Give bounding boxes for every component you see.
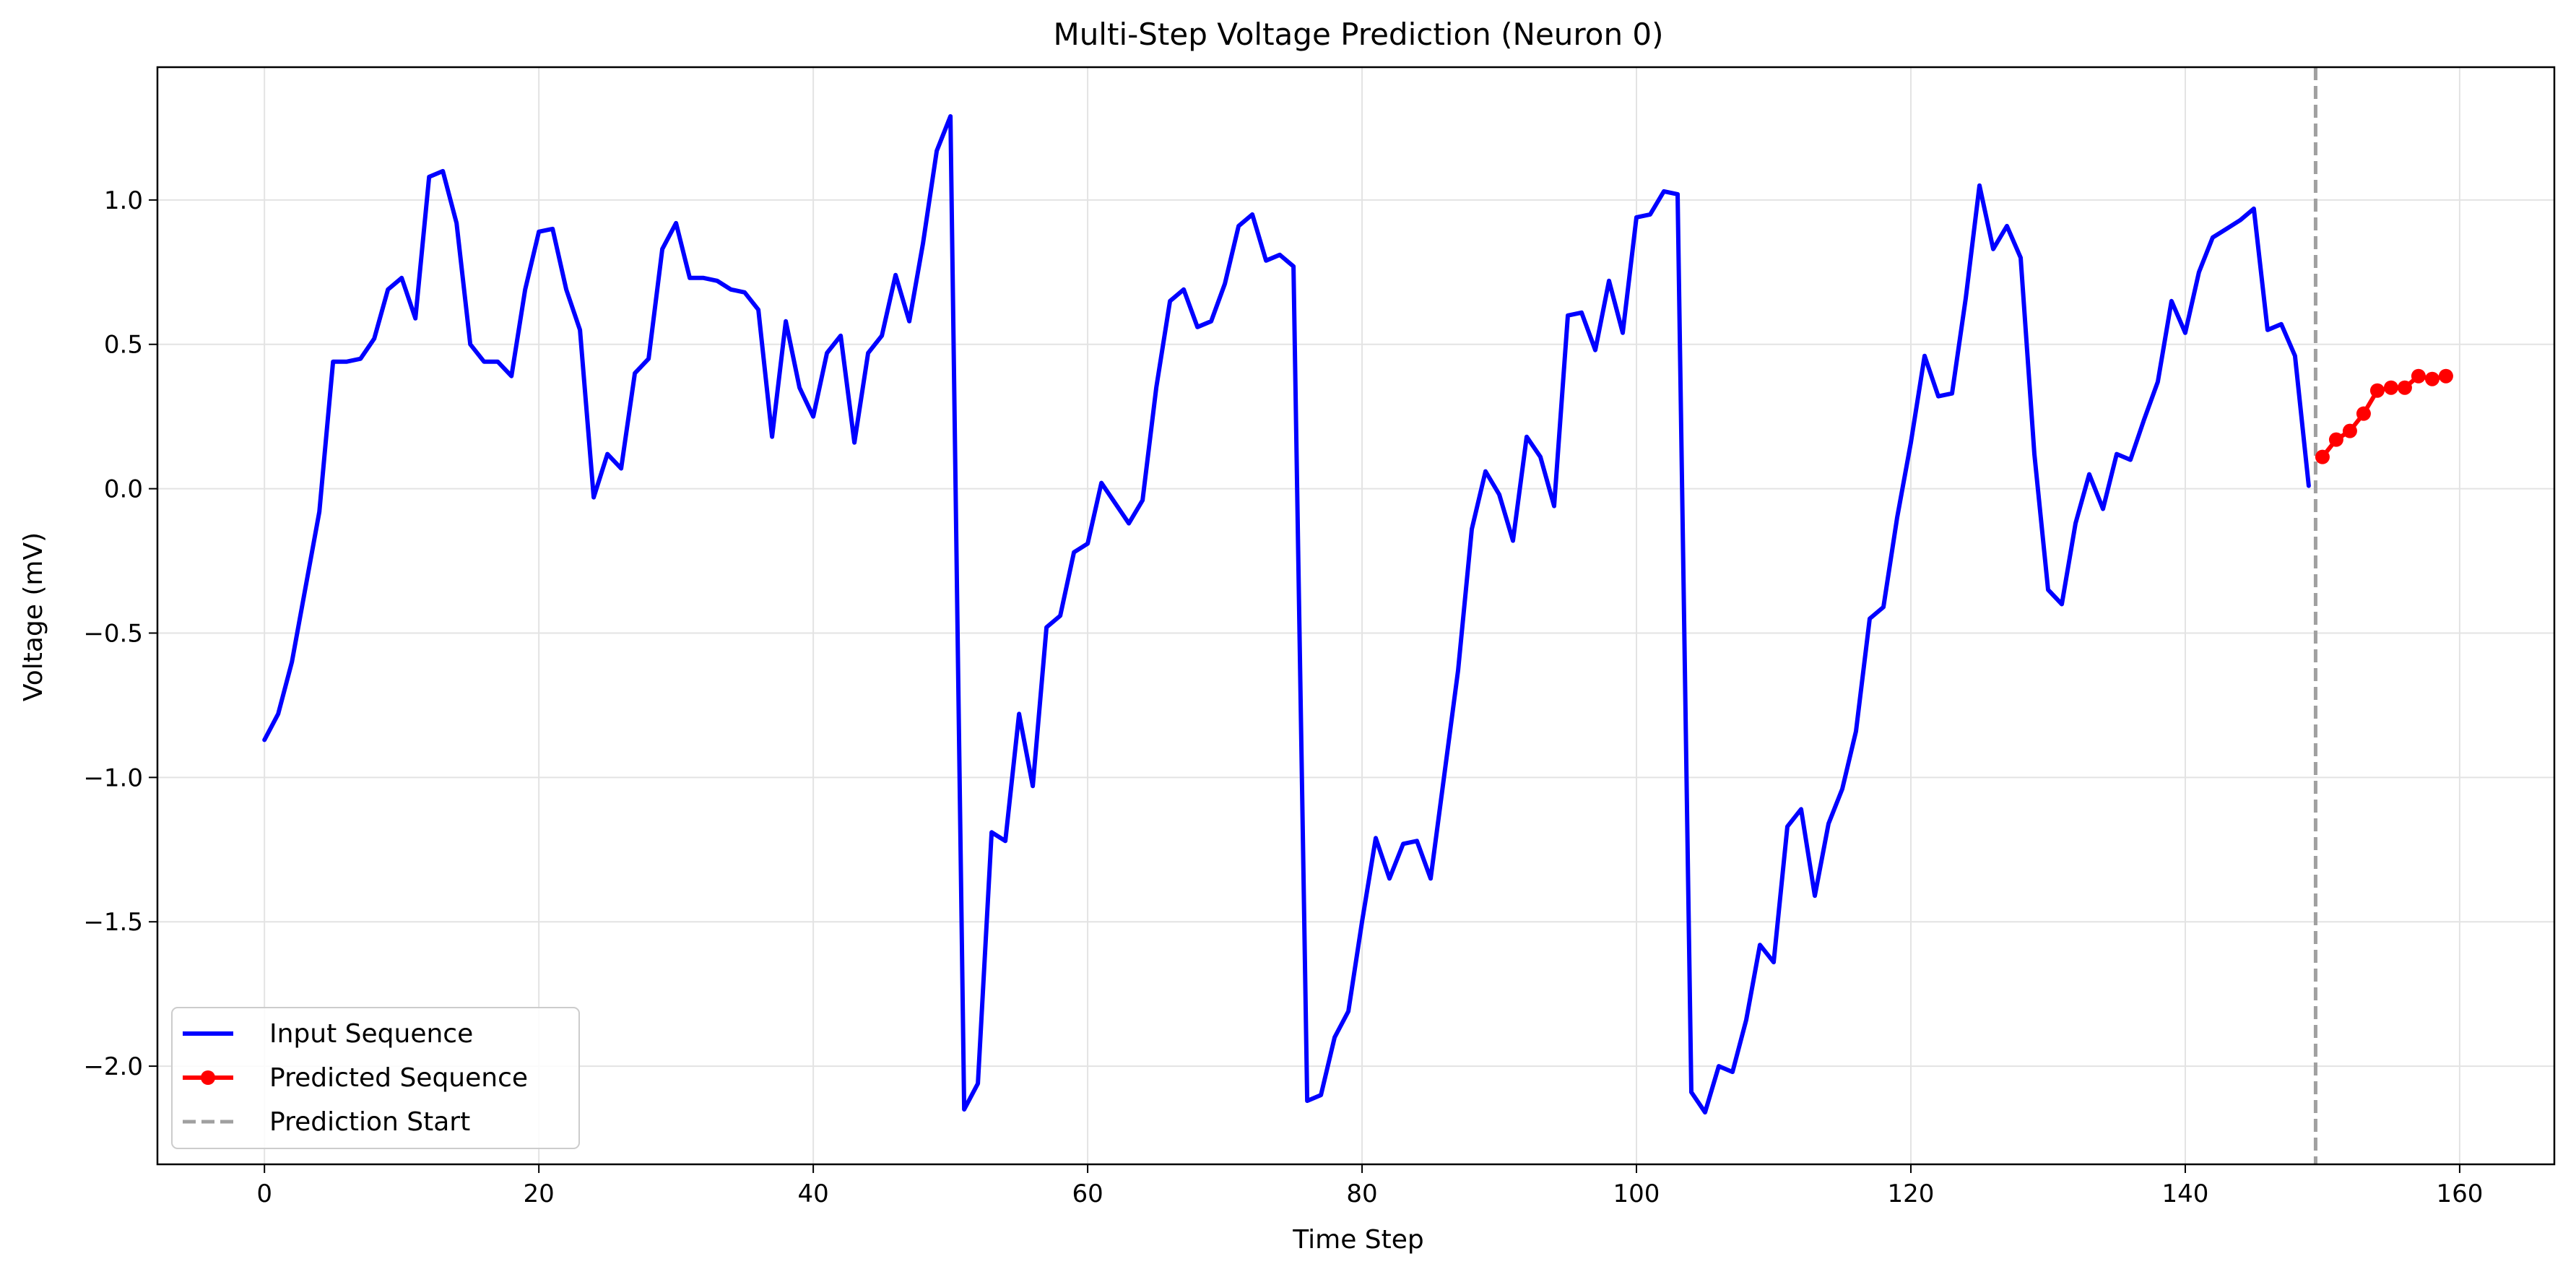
x-tick-label: 0 xyxy=(256,1179,272,1208)
legend-box xyxy=(171,1007,580,1149)
y-tick-label: 1.0 xyxy=(104,186,143,215)
plot-frame xyxy=(156,66,2556,1166)
chart-title: Multi-Step Voltage Prediction (Neuron 0) xyxy=(1053,17,1663,52)
y-tick-label: −0.5 xyxy=(83,619,143,648)
x-axis-label: Time Step xyxy=(1292,1225,1424,1255)
x-tick-label: 60 xyxy=(1072,1179,1103,1208)
x-tick-label: 120 xyxy=(1888,1179,1935,1208)
legend-entry-predicted-sequence: Predicted Sequence xyxy=(183,1063,528,1093)
legend-label: Predicted Sequence xyxy=(269,1063,528,1093)
x-tick-label: 40 xyxy=(797,1179,828,1208)
x-tick-label: 20 xyxy=(524,1179,555,1208)
predicted-sequence-point xyxy=(2342,423,2357,438)
x-tick-label: 160 xyxy=(2436,1179,2483,1208)
y-tick-label: 0.5 xyxy=(104,331,143,360)
legend-swatch-marker xyxy=(201,1070,215,1085)
legend-entry-prediction-start: Prediction Start xyxy=(183,1107,470,1137)
y-tick-label: −2.0 xyxy=(83,1052,143,1081)
y-tick-label: −1.0 xyxy=(83,763,143,792)
predicted-sequence-point xyxy=(2424,371,2440,386)
predicted-sequence-point xyxy=(2369,383,2385,398)
predicted-sequence-point xyxy=(2328,432,2343,447)
predicted-sequence-point xyxy=(2438,368,2453,384)
y-axis-label: Voltage (mV) xyxy=(19,532,48,701)
x-tick-label: 80 xyxy=(1346,1179,1377,1208)
legend-entry-input-sequence: Input Sequence xyxy=(183,1019,473,1049)
y-tick-label: −1.5 xyxy=(83,908,143,937)
predicted-sequence-point xyxy=(2315,449,2330,464)
predicted-sequence-point xyxy=(2411,368,2426,384)
legend-label: Prediction Start xyxy=(269,1107,470,1137)
y-tick-label: 0.0 xyxy=(104,475,143,504)
legend-label: Input Sequence xyxy=(269,1019,473,1049)
legend: Input Sequence Predicted Sequence Predicti… xyxy=(171,1007,580,1149)
predicted-sequence-point xyxy=(2356,406,2371,421)
grid-lines xyxy=(157,67,2554,1164)
predicted-sequence-point xyxy=(2383,380,2398,395)
x-tick-label: 100 xyxy=(1613,1179,1660,1208)
input-sequence-line xyxy=(262,114,2311,1114)
predicted-sequence-point xyxy=(2397,380,2412,395)
x-tick-label: 140 xyxy=(2161,1179,2208,1208)
